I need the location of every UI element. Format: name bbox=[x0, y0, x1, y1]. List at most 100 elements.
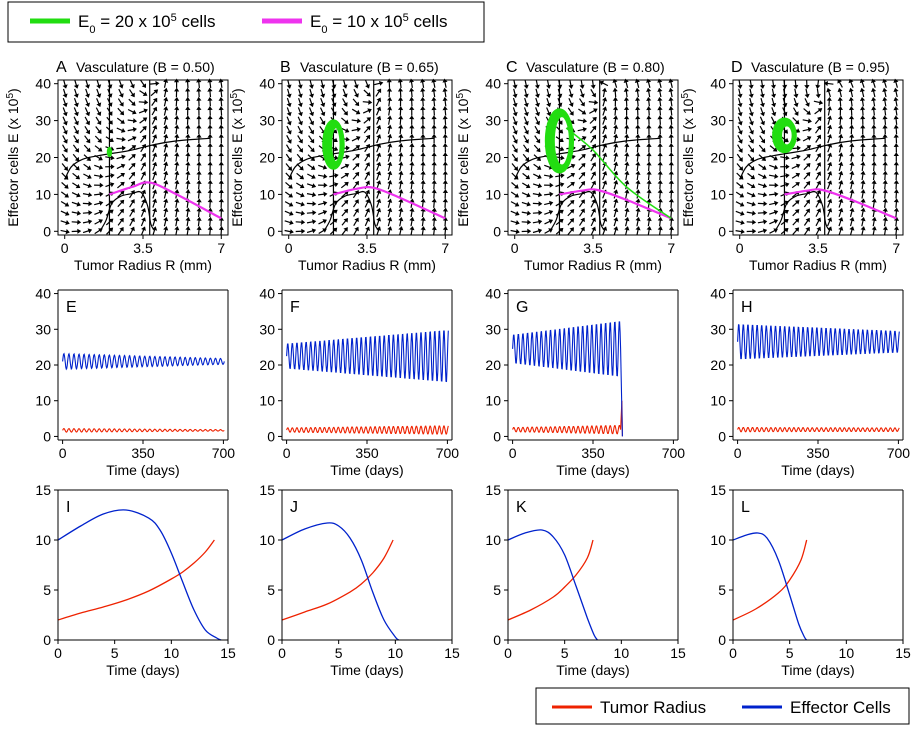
field-arrowhead bbox=[739, 201, 745, 207]
y-tick-label: 0 bbox=[493, 223, 501, 239]
field-arrowhead bbox=[312, 201, 317, 207]
field-arrowhead bbox=[311, 183, 317, 189]
field-arrowhead bbox=[343, 208, 349, 214]
field-arrowhead bbox=[749, 121, 754, 126]
field-arrowhead bbox=[196, 198, 202, 203]
field-arrowhead bbox=[88, 201, 93, 207]
field-arrowhead bbox=[772, 147, 778, 152]
field-arrowhead bbox=[85, 93, 90, 98]
field-arrowhead bbox=[420, 161, 426, 166]
field-arrowhead bbox=[893, 170, 899, 175]
field-arrowhead bbox=[376, 88, 382, 94]
field-arrowhead bbox=[376, 161, 382, 167]
field-arrowhead bbox=[849, 207, 855, 213]
field-arrowhead bbox=[131, 145, 137, 150]
field-arrowhead bbox=[353, 84, 359, 89]
field-arrowhead bbox=[599, 80, 605, 86]
x-axis-label: Time (days) bbox=[556, 662, 629, 678]
field-arrowhead bbox=[152, 207, 158, 213]
y-tick-label: 5 bbox=[493, 582, 501, 598]
field-arrowhead bbox=[387, 96, 393, 102]
field-arrowhead bbox=[559, 137, 564, 142]
y-tick-label: 30 bbox=[259, 321, 275, 337]
field-arrowhead bbox=[196, 189, 202, 194]
field-arrowhead bbox=[646, 115, 652, 120]
field-arrowhead bbox=[287, 139, 292, 144]
field-arrowhead bbox=[774, 200, 779, 206]
field-arrowhead bbox=[87, 228, 93, 234]
field-arrowhead bbox=[300, 210, 306, 216]
field-arrowhead bbox=[409, 161, 415, 166]
field-arrowhead bbox=[64, 184, 69, 189]
field-arrowhead bbox=[355, 136, 361, 141]
field-arrowhead bbox=[849, 180, 855, 185]
field-arrowhead bbox=[591, 180, 597, 186]
field-arrowhead bbox=[749, 147, 754, 153]
y-axis-label-close: ) bbox=[455, 88, 471, 93]
field-arrowhead bbox=[751, 210, 757, 216]
field-arrowhead bbox=[121, 154, 126, 160]
field-arrowhead bbox=[569, 111, 574, 116]
field-arrowhead bbox=[523, 93, 529, 99]
field-arrowhead bbox=[773, 209, 779, 215]
field-arrowhead bbox=[320, 84, 326, 89]
field-arrowhead bbox=[849, 161, 855, 166]
field-arrowhead bbox=[130, 199, 135, 204]
field-arrowhead bbox=[668, 143, 674, 147]
field-arrowhead bbox=[409, 96, 415, 101]
field-arrowhead bbox=[174, 216, 180, 222]
field-arrowhead bbox=[657, 216, 663, 221]
field-arrowhead bbox=[334, 173, 339, 179]
field-arrowhead bbox=[152, 170, 158, 176]
field-arrowhead bbox=[750, 174, 756, 180]
field-arrowhead bbox=[893, 143, 899, 147]
field-arrowhead bbox=[141, 171, 146, 176]
field-arrowhead bbox=[298, 111, 303, 117]
y-tick-label: 0 bbox=[267, 428, 275, 444]
field-arrowhead bbox=[196, 124, 202, 129]
field-arrowhead bbox=[185, 161, 191, 166]
panel-letter: B bbox=[280, 59, 291, 76]
field-arrowhead bbox=[163, 152, 169, 157]
field-arrowhead bbox=[848, 96, 854, 102]
field-arrowhead bbox=[207, 115, 213, 120]
field-arrowhead bbox=[86, 165, 92, 170]
field-arrowhead bbox=[132, 118, 138, 124]
field-arrowhead bbox=[624, 180, 630, 185]
field-arrowhead bbox=[343, 227, 348, 232]
field-arrowhead bbox=[420, 216, 426, 221]
field-arrowhead bbox=[783, 228, 789, 233]
field-arrowhead bbox=[795, 182, 800, 187]
y-axis-label-text: Effector cells E (x 10 bbox=[229, 98, 245, 226]
field-arrowhead bbox=[87, 219, 93, 225]
y-axis-label: Effector cells E (x 105) bbox=[680, 88, 697, 226]
field-arrowhead bbox=[770, 84, 777, 89]
field-arrowhead bbox=[366, 117, 372, 122]
field-arrowhead bbox=[442, 87, 448, 92]
y-tick-label: 30 bbox=[259, 113, 275, 129]
y-axis-label-exp: 5 bbox=[455, 93, 466, 99]
field-arrowhead bbox=[512, 121, 518, 126]
field-arrowhead bbox=[344, 181, 349, 187]
field-arrowhead bbox=[141, 83, 146, 88]
field-arrowhead bbox=[512, 102, 518, 108]
field-arrowhead bbox=[859, 87, 865, 93]
field-arrowhead bbox=[142, 126, 147, 131]
field-arrowhead bbox=[624, 226, 630, 231]
y-tick-label: 0 bbox=[493, 428, 501, 444]
field-arrowhead bbox=[794, 200, 800, 205]
field-arrowhead bbox=[536, 156, 541, 161]
series-effector-cells bbox=[281, 522, 400, 641]
field-arrowhead bbox=[794, 227, 800, 232]
field-arrowhead bbox=[526, 192, 531, 198]
field-arrowhead bbox=[805, 181, 811, 186]
y-tick-label: 20 bbox=[710, 357, 726, 373]
field-arrowhead bbox=[301, 219, 306, 225]
field-arrowhead bbox=[376, 189, 382, 194]
field-arrowhead bbox=[120, 128, 126, 133]
field-arrowhead bbox=[442, 226, 448, 231]
field-arrowhead bbox=[309, 138, 315, 144]
field-arrowhead bbox=[737, 111, 743, 117]
y-axis-label-close: ) bbox=[5, 88, 21, 93]
field-arrowhead bbox=[185, 170, 191, 175]
